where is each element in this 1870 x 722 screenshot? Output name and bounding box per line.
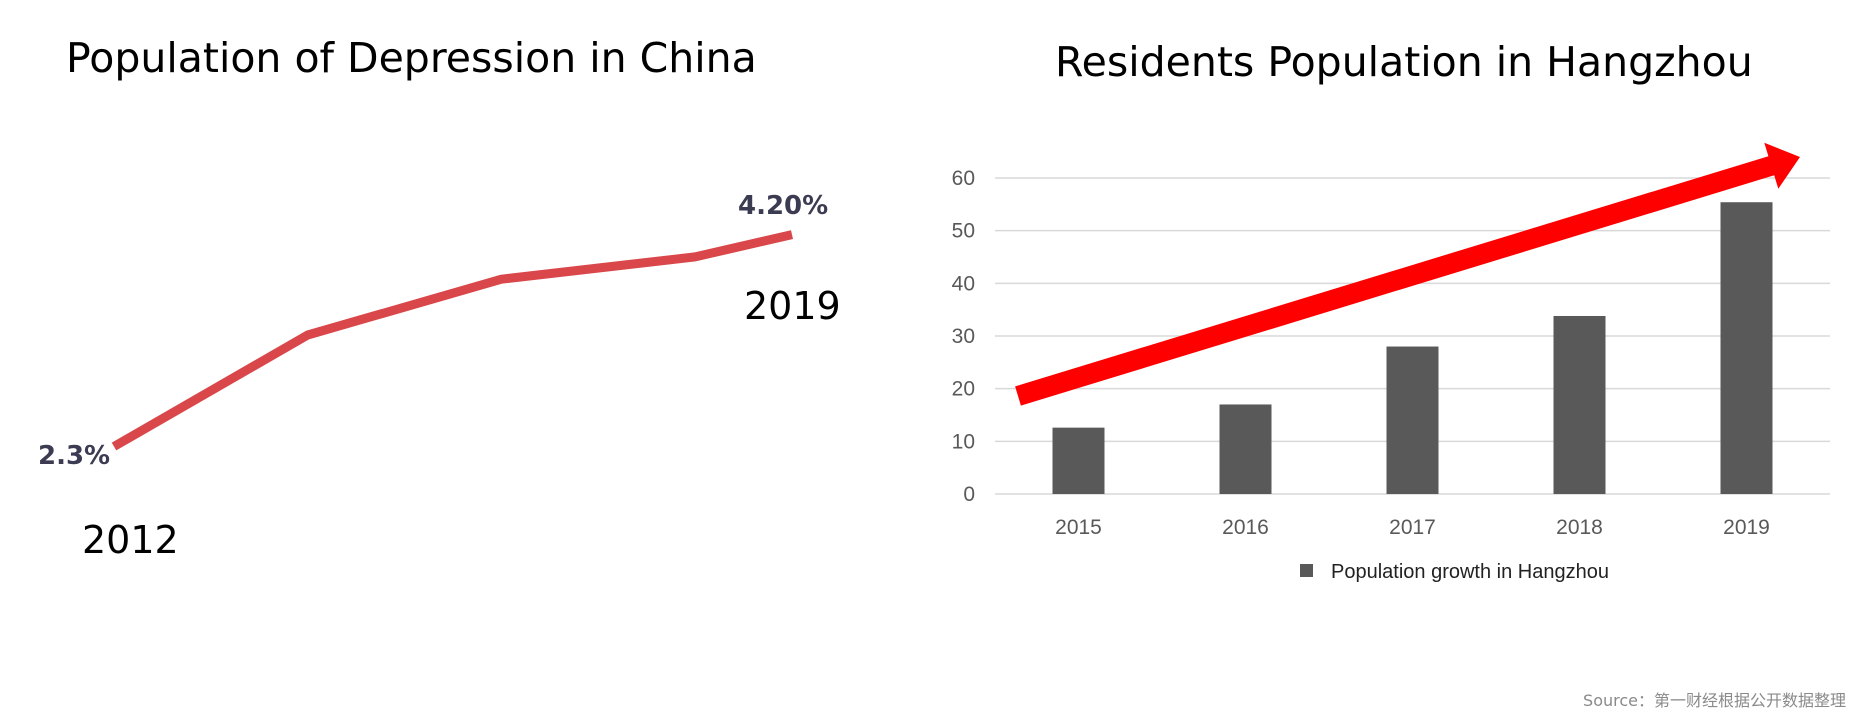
x-tick-label: 2016 [1222, 516, 1269, 539]
year-label-start: 2012 [82, 518, 179, 562]
depression-line-chart: Population of Depression in China 2.3% 4… [38, 34, 841, 562]
y-axis: 0 10 20 30 40 50 60 [952, 167, 975, 506]
bar [1219, 404, 1272, 494]
y-tick-label: 50 [952, 220, 975, 243]
x-tick-label: 2017 [1389, 516, 1436, 539]
chart-title: Residents Population in Hangzhou [1055, 38, 1753, 86]
bar [1052, 427, 1105, 494]
y-tick-label: 10 [952, 430, 975, 453]
data-label-start: 2.3% [38, 441, 110, 471]
x-axis: 2015 2016 2017 2018 2019 [1055, 516, 1770, 539]
trend-arrow [1015, 142, 1800, 406]
x-tick-label: 2019 [1723, 516, 1770, 539]
bar [1553, 315, 1606, 494]
x-tick-label: 2015 [1055, 516, 1102, 539]
bar [1386, 346, 1439, 494]
bar [1720, 202, 1773, 494]
y-tick-label: 30 [952, 325, 975, 348]
y-tick-label: 0 [963, 483, 975, 506]
series-line [111, 230, 794, 451]
legend-label: Population growth in Hangzhou [1331, 561, 1609, 583]
legend-swatch [1300, 564, 1313, 577]
bars [1052, 202, 1773, 494]
source-note: Source：第一财经根据公开数据整理 [1583, 691, 1846, 710]
year-label-end: 2019 [744, 284, 841, 328]
hangzhou-bar-chart: Residents Population in Hangzhou 0 10 20 30… [952, 38, 1830, 583]
legend: Population growth in Hangzhou [1300, 561, 1609, 583]
trend-arrow-shape [1015, 142, 1800, 406]
x-tick-label: 2018 [1556, 516, 1603, 539]
y-tick-label: 60 [952, 167, 975, 190]
y-tick-label: 20 [952, 378, 975, 401]
y-tick-label: 40 [952, 272, 975, 295]
data-label-end: 4.20% [738, 191, 828, 221]
chart-title: Population of Depression in China [66, 34, 757, 82]
